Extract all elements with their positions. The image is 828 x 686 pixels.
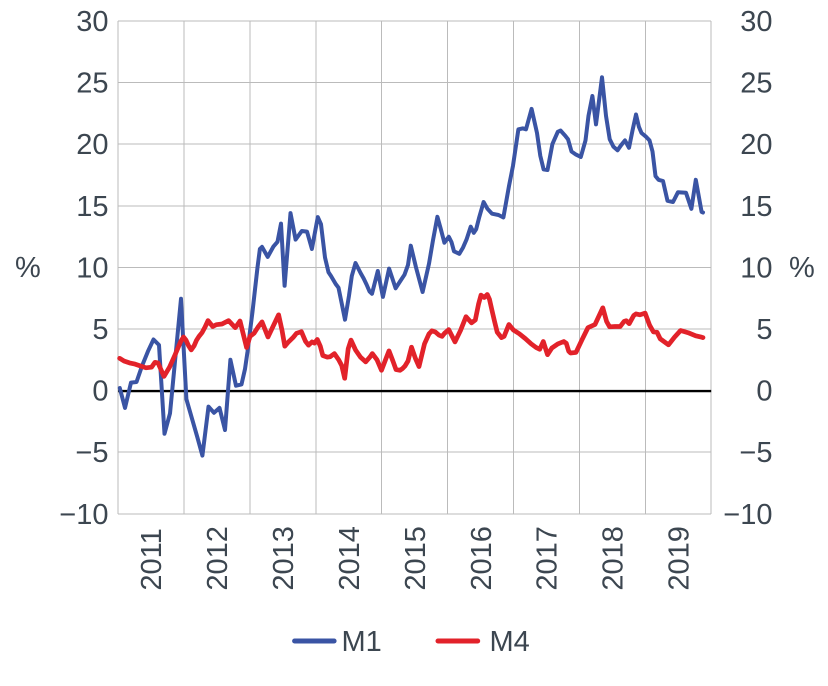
svg-text:2017: 2017	[532, 526, 564, 591]
svg-text:10: 10	[76, 252, 108, 284]
svg-text:2012: 2012	[202, 526, 234, 591]
svg-text:2016: 2016	[466, 526, 498, 591]
svg-text:−5: −5	[75, 437, 108, 469]
svg-text:0: 0	[756, 376, 772, 408]
svg-text:M1: M1	[342, 626, 382, 658]
svg-text:5: 5	[92, 314, 108, 346]
svg-text:25: 25	[740, 68, 772, 100]
svg-text:5: 5	[756, 314, 772, 346]
svg-text:0: 0	[92, 376, 108, 408]
svg-text:25: 25	[76, 68, 108, 100]
svg-text:−10: −10	[59, 499, 108, 531]
svg-text:%: %	[15, 252, 41, 284]
svg-text:30: 30	[76, 6, 108, 38]
svg-text:2018: 2018	[598, 526, 630, 591]
svg-text:30: 30	[740, 6, 772, 38]
svg-text:%: %	[789, 252, 815, 284]
svg-text:2015: 2015	[400, 526, 432, 591]
svg-text:−10: −10	[723, 499, 772, 531]
svg-text:2019: 2019	[664, 526, 696, 591]
svg-text:−5: −5	[739, 437, 772, 469]
svg-text:20: 20	[76, 129, 108, 161]
svg-text:2014: 2014	[334, 526, 366, 591]
svg-text:20: 20	[740, 129, 772, 161]
svg-text:10: 10	[740, 252, 772, 284]
svg-text:2011: 2011	[136, 528, 168, 590]
svg-text:2013: 2013	[268, 526, 300, 591]
svg-text:15: 15	[76, 191, 108, 223]
svg-text:M4: M4	[490, 626, 530, 658]
svg-text:15: 15	[740, 191, 772, 223]
